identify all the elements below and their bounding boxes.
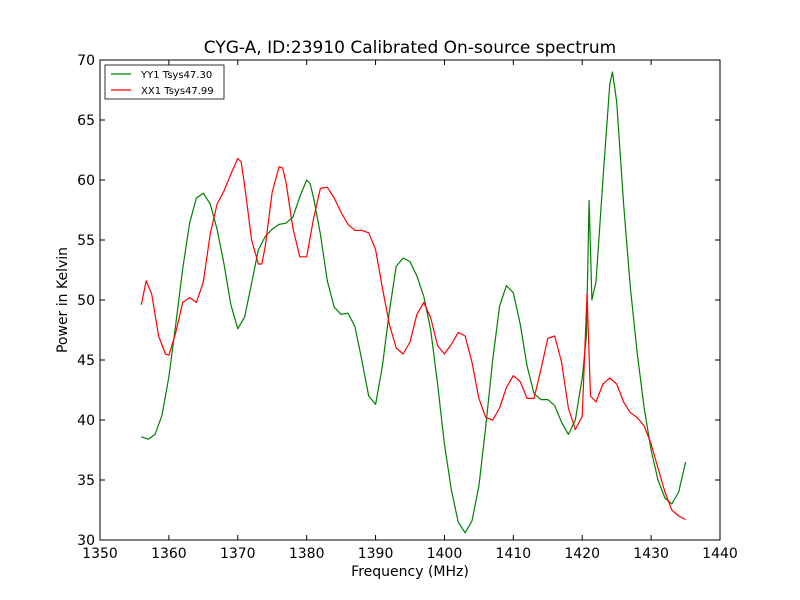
- y-axis-label: Power in Kelvin: [55, 247, 71, 353]
- x-tick-label: 1350: [82, 546, 118, 562]
- series-layer: [140, 71, 687, 534]
- y-tick-label: 30: [77, 533, 95, 549]
- x-tick-label: 1420: [564, 546, 600, 562]
- y-axis: 30 35 40 45 50 55 60 65 70: [77, 53, 720, 549]
- legend-label-0: YY1 Tsys47.30: [140, 70, 212, 81]
- y-tick-label: 70: [77, 53, 95, 69]
- series-line-0: [141, 71, 687, 534]
- legend-box: [104, 64, 225, 100]
- x-tick-label: 1360: [151, 546, 187, 562]
- y-tick-label: 60: [77, 173, 95, 189]
- x-tick-label: 1390: [358, 546, 394, 562]
- x-tick-label: 1430: [633, 546, 669, 562]
- y-tick-label: 40: [77, 413, 95, 429]
- x-axis-label: Frequency (MHz): [351, 564, 469, 580]
- x-tick-label: 1400: [427, 546, 463, 562]
- x-tick-label: 1410: [496, 546, 532, 562]
- y-tick-label: 45: [77, 353, 95, 369]
- x-tick-label: 1380: [289, 546, 325, 562]
- x-axis: 1350 1360 1370 1380 1390 1400 1410 1420 1430 1440: [82, 60, 738, 562]
- x-tick-label: 1440: [702, 546, 738, 562]
- legend-label-1: XX1 Tsys47.99: [141, 86, 214, 97]
- y-tick-label: 50: [77, 293, 95, 309]
- legend: YY1 Tsys47.30 XX1 Tsys47.99: [104, 64, 225, 100]
- plot-area: [100, 60, 720, 540]
- y-tick-label: 55: [77, 233, 95, 249]
- series-line-1: [140, 157, 686, 521]
- plot-frame: [99, 59, 721, 541]
- chart-title: CYG-A, ID:23910 Calibrated On-source spe…: [204, 38, 616, 58]
- y-tick-label: 35: [77, 473, 95, 489]
- x-tick-label: 1370: [220, 546, 256, 562]
- y-tick-label: 65: [77, 113, 95, 129]
